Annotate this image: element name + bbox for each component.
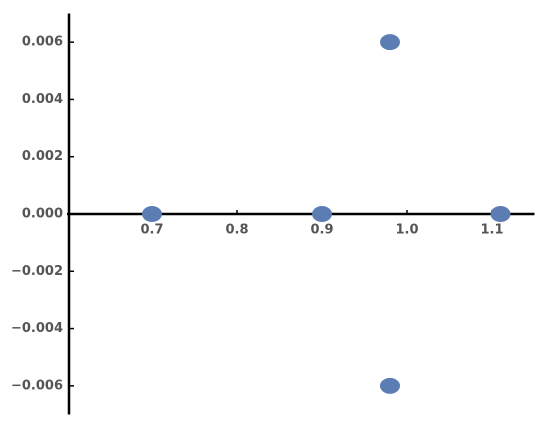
point	[380, 377, 400, 394]
y-tick-label: −0.006	[11, 378, 63, 393]
point	[490, 206, 511, 222]
x-tick-label: 0.7	[140, 223, 163, 238]
x-tick-label: 0.8	[225, 223, 248, 238]
y-tick-label: 0.004	[22, 92, 63, 107]
y-tick-label: 0.002	[22, 149, 63, 164]
x-tick-label: 0.9	[310, 223, 333, 238]
x-tick-label: 1.1	[480, 223, 503, 238]
x-tick-label: 1.0	[395, 223, 418, 238]
y-tick-label: 0.000	[22, 207, 63, 222]
y-tick-label: −0.004	[11, 321, 63, 336]
y-tick-label: 0.006	[22, 35, 63, 50]
point	[142, 206, 162, 222]
point	[312, 206, 332, 222]
y-tick-label: −0.002	[11, 264, 63, 279]
point	[380, 34, 400, 51]
